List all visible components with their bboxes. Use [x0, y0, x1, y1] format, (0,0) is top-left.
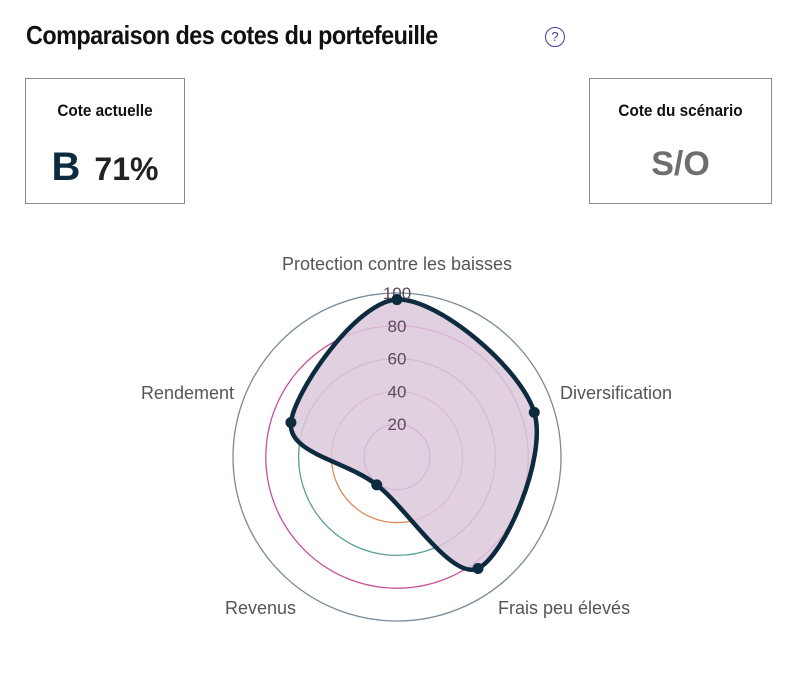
axis-label: Protection contre les baisses: [282, 254, 512, 274]
scenario-value: S/O: [651, 145, 710, 183]
data-point[interactable]: [528, 406, 540, 418]
current-rating-card: Cote actuelle B 71%: [25, 78, 185, 204]
data-point[interactable]: [391, 294, 403, 306]
axis-label: Rendement: [141, 383, 234, 403]
tick-label: 80: [388, 317, 407, 336]
axis-label: Diversification: [560, 383, 672, 403]
series-area: [288, 297, 540, 573]
scenario-rating-card: Cote du scénario S/O: [589, 78, 772, 204]
current-rating-label: Cote actuelle: [57, 101, 153, 120]
current-percent: 71%: [94, 151, 159, 187]
grid-ring: [232, 292, 562, 622]
question-circle-icon[interactable]: ?: [545, 27, 565, 47]
tick-label: 40: [388, 382, 407, 401]
axis-label: Revenus: [225, 598, 296, 618]
axis-label: Frais peu élevés: [498, 598, 630, 618]
scenario-rating-label: Cote du scénario: [618, 101, 743, 120]
tick-label: 100: [383, 284, 411, 303]
current-grade: B: [51, 145, 81, 189]
tick-label: 20: [388, 415, 407, 434]
data-point[interactable]: [285, 417, 297, 429]
data-point[interactable]: [472, 562, 484, 574]
data-point[interactable]: [371, 479, 383, 491]
page-title: Comparaison des cotes du portefeuille: [26, 20, 438, 50]
tick-label: 60: [388, 350, 407, 369]
